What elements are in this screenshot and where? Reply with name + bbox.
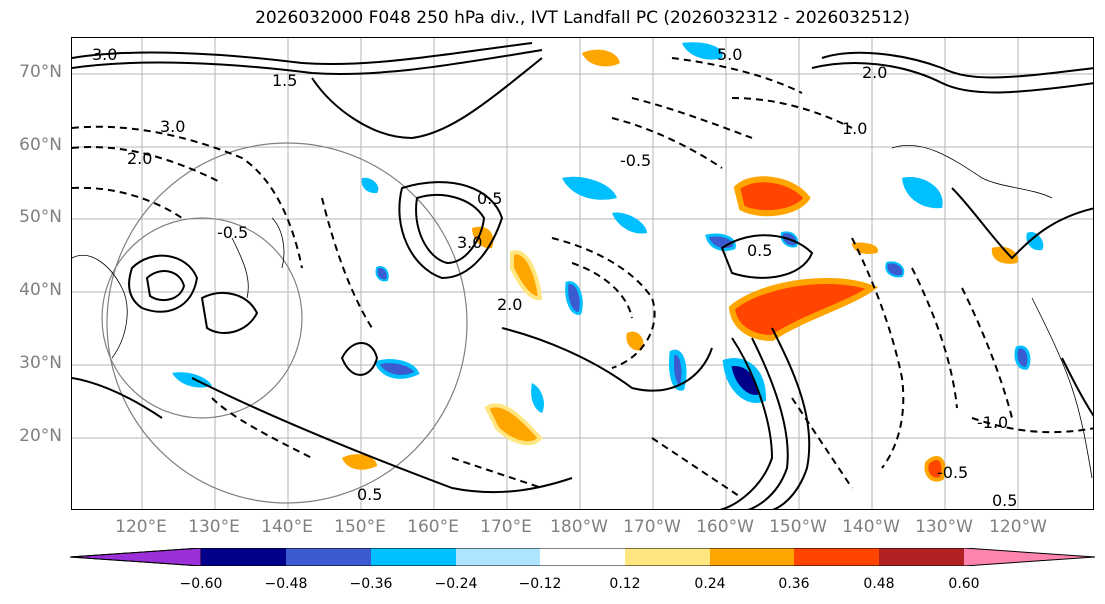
map-panel: 5.0 3.0 2.0 1.5 3.0 2.0 0.5 -0.5 1.0 2.0… — [71, 37, 1094, 510]
colorbar-tick: 0.48 — [863, 576, 895, 592]
lon-label-130w: 130°W — [915, 517, 973, 537]
contour-label: 2.0 — [127, 149, 152, 168]
lat-label-70n: 70°N — [19, 62, 62, 82]
colorbar-segment — [879, 548, 964, 566]
figure-title: 2026032000 F048 250 hPa div., IVT Landfa… — [255, 8, 910, 28]
colorbar-segment — [456, 548, 540, 566]
colorbar-segment — [371, 548, 456, 566]
lon-label-120e: 120°E — [115, 517, 167, 537]
range-circles — [101, 142, 468, 504]
lon-label-160w: 160°W — [696, 517, 754, 537]
lat-label-60n: 60°N — [19, 135, 62, 155]
colorbar-tick: 0.12 — [609, 576, 641, 592]
colorbar-extend-low — [70, 548, 202, 566]
contour-label: 1.0 — [842, 119, 867, 138]
lon-label-150e: 150°E — [334, 517, 386, 537]
lon-label-160e: 160°E — [407, 517, 459, 537]
colorbar-tick: −0.48 — [264, 576, 308, 592]
contour-label: 0.5 — [357, 485, 382, 504]
lat-label-50n: 50°N — [19, 207, 62, 227]
lat-label-40n: 40°N — [19, 280, 62, 300]
lon-label-130e: 130°E — [188, 517, 240, 537]
colorbar-tick: 0.24 — [694, 576, 726, 592]
lon-label-170e: 170°E — [480, 517, 532, 537]
colorbar-segment — [540, 548, 625, 566]
contour-label: 0.5 — [747, 241, 772, 260]
colorbar-tick: −0.24 — [434, 576, 478, 592]
colorbar-segment — [710, 548, 794, 566]
colorbar-segment — [794, 548, 879, 566]
lon-label-140e: 140°E — [261, 517, 313, 537]
colorbar — [70, 548, 1096, 566]
contour-label: -0.5 — [217, 223, 248, 242]
pc-shading — [172, 42, 1044, 482]
colorbar-tick: −0.12 — [518, 576, 562, 592]
lon-label-120w: 120°W — [989, 517, 1047, 537]
graticule — [72, 38, 1093, 509]
contour-label: 5.0 — [717, 45, 742, 64]
contour-label: 1.5 — [272, 71, 297, 90]
colorbar-segment — [201, 548, 286, 566]
colorbar-tick: −0.36 — [349, 576, 393, 592]
colorbar-segment — [286, 548, 371, 566]
contour-label: -0.5 — [937, 463, 968, 482]
contour-label: 3.0 — [92, 45, 117, 64]
lon-label-180w: 180°W — [550, 517, 608, 537]
lat-label-20n: 20°N — [19, 426, 62, 446]
lon-label-150w: 150°W — [769, 517, 827, 537]
contour-labels: 5.0 3.0 2.0 1.5 3.0 2.0 0.5 -0.5 1.0 2.0… — [92, 45, 1017, 510]
colorbar-extend-high — [964, 548, 1095, 566]
contour-label: 3.0 — [457, 233, 482, 252]
lon-label-170w: 170°W — [623, 517, 681, 537]
contour-label: 2.0 — [497, 295, 522, 314]
contour-label: 2.0 — [862, 63, 887, 82]
lon-label-140w: 140°W — [842, 517, 900, 537]
colorbar-tick: 0.36 — [778, 576, 810, 592]
solid-contours — [72, 42, 1093, 509]
contour-label: -0.5 — [620, 151, 651, 170]
map-svg: 5.0 3.0 2.0 1.5 3.0 2.0 0.5 -0.5 1.0 2.0… — [72, 38, 1093, 510]
lat-label-30n: 30°N — [19, 353, 62, 373]
colorbar-segment — [625, 548, 710, 566]
contour-label: 3.0 — [160, 117, 185, 136]
contour-label: 0.5 — [477, 189, 502, 208]
colorbar-tick: −0.60 — [179, 576, 223, 592]
contour-label: 0.5 — [992, 491, 1017, 510]
dashed-contours — [72, 57, 1093, 499]
coastlines — [72, 144, 1093, 479]
contour-label: -1.0 — [977, 413, 1008, 432]
colorbar-tick: 0.60 — [948, 576, 980, 592]
